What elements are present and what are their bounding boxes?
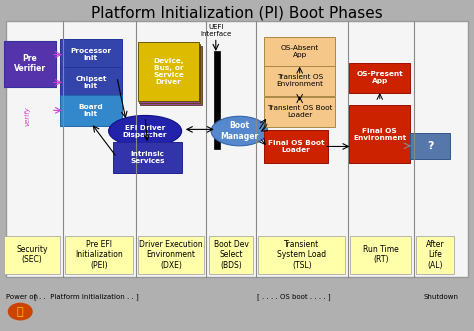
FancyBboxPatch shape — [139, 44, 201, 103]
FancyBboxPatch shape — [264, 36, 335, 67]
Text: [ . . . . OS boot . . . . ]: [ . . . . OS boot . . . . ] — [257, 293, 330, 300]
FancyBboxPatch shape — [65, 236, 133, 274]
FancyBboxPatch shape — [60, 67, 121, 98]
FancyBboxPatch shape — [60, 39, 121, 70]
Text: Transient
System Load
(TSL): Transient System Load (TSL) — [277, 240, 327, 270]
Text: ⏻: ⏻ — [17, 307, 24, 316]
Text: OS-Absent
App: OS-Absent App — [281, 45, 319, 58]
Text: Chipset
Init: Chipset Init — [75, 76, 107, 89]
FancyBboxPatch shape — [60, 95, 121, 126]
Text: Run Time
(RT): Run Time (RT) — [363, 245, 399, 264]
Text: Intrinsic
Services: Intrinsic Services — [130, 151, 165, 164]
FancyBboxPatch shape — [264, 130, 328, 163]
FancyBboxPatch shape — [6, 21, 468, 277]
Text: Power on: Power on — [6, 294, 38, 300]
Text: Boot Dev
Select
(BDS): Boot Dev Select (BDS) — [214, 240, 248, 270]
FancyBboxPatch shape — [140, 46, 201, 105]
Text: Platform Initialization (PI) Boot Phases: Platform Initialization (PI) Boot Phases — [91, 5, 383, 21]
Text: UEFI
Interface: UEFI Interface — [200, 24, 231, 37]
FancyBboxPatch shape — [416, 236, 454, 274]
Text: OS-Present
App: OS-Present App — [356, 71, 403, 84]
Text: verify: verify — [24, 106, 30, 126]
FancyBboxPatch shape — [209, 236, 254, 274]
Text: Device,
Bus, or
Service
Driver: Device, Bus, or Service Driver — [153, 59, 184, 85]
FancyBboxPatch shape — [138, 42, 199, 102]
Text: Boot
Manager: Boot Manager — [220, 121, 258, 141]
Text: Transient OS
Environment: Transient OS Environment — [276, 74, 323, 87]
FancyBboxPatch shape — [410, 133, 450, 159]
Text: Processor
Init: Processor Init — [70, 48, 111, 61]
Text: After
Life
(AL): After Life (AL) — [426, 240, 444, 270]
Text: [ . .  Platform initialization . . ]: [ . . Platform initialization . . ] — [34, 293, 138, 300]
Text: ?: ? — [427, 141, 433, 151]
Text: Final OS
Environment: Final OS Environment — [353, 128, 406, 141]
FancyBboxPatch shape — [264, 66, 335, 96]
Text: Security
(SEC): Security (SEC) — [16, 245, 48, 264]
Text: Pre EFI
Initialization
(PEI): Pre EFI Initialization (PEI) — [75, 240, 123, 270]
Text: Board
Init: Board Init — [79, 104, 103, 117]
FancyBboxPatch shape — [349, 106, 410, 163]
FancyBboxPatch shape — [113, 142, 182, 173]
Ellipse shape — [109, 116, 182, 147]
FancyBboxPatch shape — [264, 97, 335, 127]
FancyBboxPatch shape — [4, 236, 60, 274]
FancyBboxPatch shape — [138, 236, 204, 274]
FancyBboxPatch shape — [214, 51, 220, 149]
Text: Transient OS Boot
Loader: Transient OS Boot Loader — [267, 106, 332, 118]
Text: Shutdown: Shutdown — [423, 294, 458, 300]
FancyBboxPatch shape — [4, 41, 55, 87]
Text: Final OS Boot
Loader: Final OS Boot Loader — [268, 140, 324, 153]
FancyBboxPatch shape — [350, 236, 411, 274]
FancyBboxPatch shape — [258, 236, 346, 274]
FancyBboxPatch shape — [349, 63, 410, 93]
Circle shape — [9, 303, 32, 320]
Text: Pre
Verifier: Pre Verifier — [14, 54, 46, 73]
Text: EFI Driver
Dispatcher: EFI Driver Dispatcher — [123, 124, 167, 138]
Text: Driver Execution
Environment
(DXE): Driver Execution Environment (DXE) — [139, 240, 203, 270]
Ellipse shape — [211, 116, 268, 146]
